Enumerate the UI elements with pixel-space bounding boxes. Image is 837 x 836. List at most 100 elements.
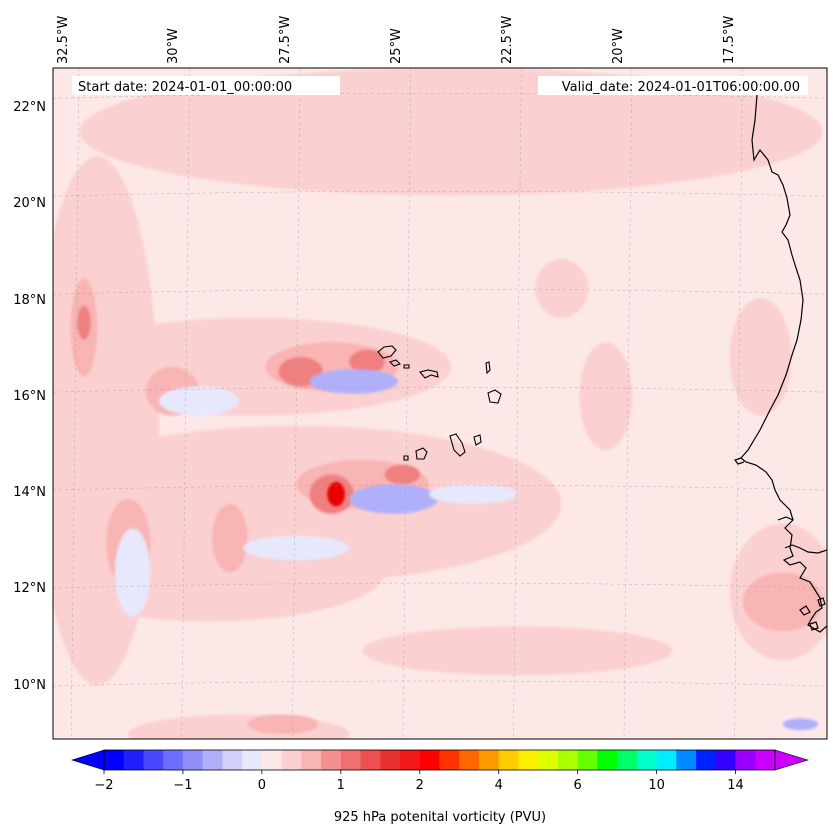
colorbar-cell — [163, 750, 184, 770]
colorbar-cell — [123, 750, 144, 770]
island-santiago — [449, 433, 466, 457]
lat-label: 22°N — [13, 100, 46, 115]
island-boa-vista — [487, 389, 502, 404]
colorbar-tick-label: −1 — [173, 778, 192, 793]
colorbar-cell — [538, 750, 559, 770]
colorbar-cell — [676, 750, 697, 770]
colorbar-cell — [498, 750, 519, 770]
island-fogo — [415, 447, 428, 460]
colorbar-cell — [360, 750, 381, 770]
dakar-peninsula — [734, 457, 745, 465]
lon-label: 25°W — [389, 28, 404, 64]
colorbar-outline — [103, 749, 776, 771]
pv-contour-level — [327, 481, 345, 507]
colorbar-label: 925 hPa potenital vorticity (PVU) — [334, 810, 546, 825]
pv-contour-area — [362, 626, 673, 676]
start-date-label: Start date: 2024-01-01_00:00:00 — [78, 80, 292, 95]
pv-contour-level — [114, 386, 518, 617]
colorbar-cell — [143, 750, 164, 770]
lon-label: 20°W — [611, 28, 626, 64]
longitude-labels: 32.5°W 30°W 27.5°W 25°W 22.5°W 20°W 17.5… — [56, 16, 737, 64]
colorbar-ticks: −2 −1 0 1 2 4 6 10 14 — [94, 770, 744, 793]
colorbar-tick-label: 0 — [258, 778, 266, 793]
start-date-box — [72, 76, 340, 95]
lon-label: 22.5°W — [500, 16, 515, 64]
colorbar-cell — [400, 750, 421, 770]
meridian-line — [402, 68, 412, 739]
pv-contour-area — [309, 369, 398, 394]
pv-contour-area — [729, 298, 792, 416]
lat-label: 16°N — [13, 389, 46, 404]
meridian-line — [292, 68, 301, 739]
pv-contour-area — [247, 714, 319, 735]
pv-contour-area — [782, 718, 819, 731]
colorbar-cell — [696, 750, 717, 770]
parallel-line — [53, 93, 827, 99]
colorbar-cell — [459, 750, 480, 770]
pv-contour-area — [327, 481, 345, 507]
island-santo-antao — [377, 345, 397, 359]
colorbar-cell — [656, 750, 677, 770]
colorbar-under-arrow — [70, 749, 105, 771]
pv-contour-area — [349, 349, 385, 375]
pv-contour-area — [79, 68, 823, 196]
lat-label: 14°N — [13, 485, 46, 500]
island-sao-vicente — [388, 359, 402, 367]
colorbar-cells — [104, 750, 776, 770]
mainland-coast — [740, 94, 827, 633]
meridian-line — [623, 68, 633, 739]
colorbar-tick-label: 2 — [416, 778, 424, 793]
pv-contour-area — [243, 535, 350, 561]
colorbar-cell — [518, 750, 539, 770]
lon-label: 30°W — [166, 28, 181, 64]
colorbar-cell — [182, 750, 204, 770]
meridian-line — [181, 68, 190, 739]
pv-field-layer — [53, 68, 827, 739]
colorbar-cell — [597, 750, 618, 770]
lon-label: 17.5°W — [722, 16, 737, 64]
colorbar-cell — [755, 750, 776, 770]
pv-contour-area — [77, 305, 91, 340]
colorbar-cell — [557, 750, 579, 770]
colorbar-cell — [439, 750, 460, 770]
africa-coastline — [734, 94, 827, 633]
colorbar-tick-label: 4 — [495, 778, 503, 793]
colorbar-cell — [202, 750, 223, 770]
parallel-line — [53, 680, 827, 687]
colorbar-tick-label: −2 — [94, 778, 113, 793]
pv-contour-area — [428, 484, 518, 504]
colorbar-cell — [261, 750, 283, 770]
parallel-line — [53, 582, 827, 589]
pv-contour-area — [212, 503, 248, 573]
map-border — [52, 67, 828, 740]
casamance-coast — [784, 544, 827, 554]
island-maio — [473, 434, 482, 446]
pv-contour-area — [384, 464, 421, 485]
parallel-line — [53, 386, 827, 393]
pv-contour-area — [114, 528, 151, 617]
pv-contour-area — [159, 386, 239, 416]
gambia-river — [777, 516, 794, 521]
colorbar-tick-label: 6 — [574, 778, 582, 793]
colorbar-cell — [301, 750, 322, 770]
colorbar-cell — [321, 750, 342, 770]
island-brava — [403, 455, 409, 461]
colorbar-cell — [636, 750, 657, 770]
lat-label: 12°N — [13, 581, 46, 596]
meridian-line — [513, 68, 522, 739]
pv-contour-area — [349, 484, 438, 514]
valid-date-box — [538, 76, 808, 95]
colorbar-tick-label: 1 — [337, 778, 345, 793]
colorbar-cell — [104, 750, 125, 770]
map-panel: Start date: 2024-01-01_00:00:00 Valid_da… — [52, 67, 828, 740]
colorbar: −2 −1 0 1 2 4 6 10 14 925 hPa potenital vorticit… — [70, 749, 810, 825]
colorbar-cell — [340, 750, 361, 770]
island-sao-nicolau — [419, 369, 439, 379]
colorbar-over-arrow — [774, 749, 810, 771]
colorbar-cell — [242, 750, 263, 770]
colorbar-cell — [715, 750, 736, 770]
pv-contour-area — [53, 523, 385, 622]
meridian-line — [734, 68, 743, 739]
colorbar-cell — [617, 750, 638, 770]
pv-contour-area — [742, 572, 823, 632]
